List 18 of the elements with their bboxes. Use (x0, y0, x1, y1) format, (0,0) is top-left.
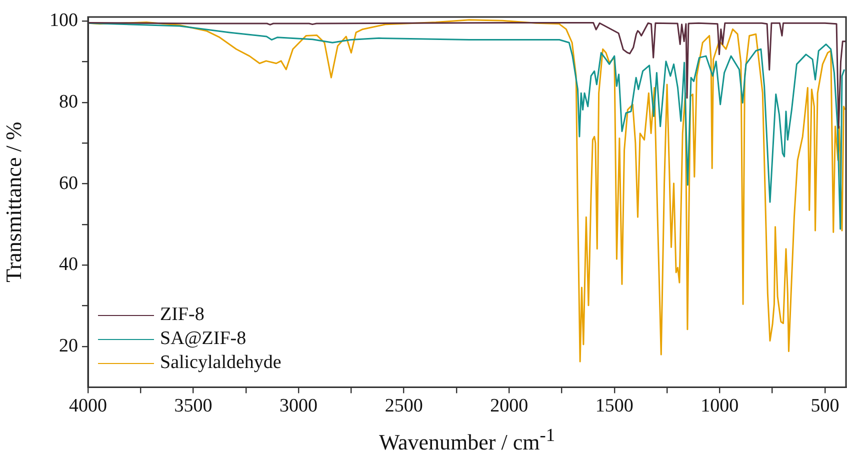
legend-label: Salicylaldehyde (160, 352, 282, 374)
x-tick-label: 500 (810, 396, 840, 417)
x-tick-label: 4000 (69, 396, 107, 417)
y-tick-label: 20 (59, 336, 78, 357)
x-tick-label: 2500 (384, 396, 423, 417)
x-tick-label: 1000 (700, 396, 739, 417)
legend-label: SA@ZIF-8 (160, 328, 246, 350)
y-tick-label: 100 (50, 10, 78, 32)
x-tick-label: 3000 (280, 396, 318, 417)
y-tick-label: 40 (59, 254, 78, 276)
x-tick-label: 1500 (595, 396, 634, 417)
x-tick-label: 3500 (174, 396, 212, 417)
y-axis-title: Transmittance / % (0, 122, 26, 282)
legend-label: ZIF-8 (160, 304, 204, 326)
x-tick-label: 2000 (490, 396, 528, 417)
y-tick-label: 80 (59, 91, 78, 112)
x-axis-title: Wavenumber / cm$^{-1}$ (378, 425, 556, 456)
y-tick-label: 60 (59, 172, 78, 194)
